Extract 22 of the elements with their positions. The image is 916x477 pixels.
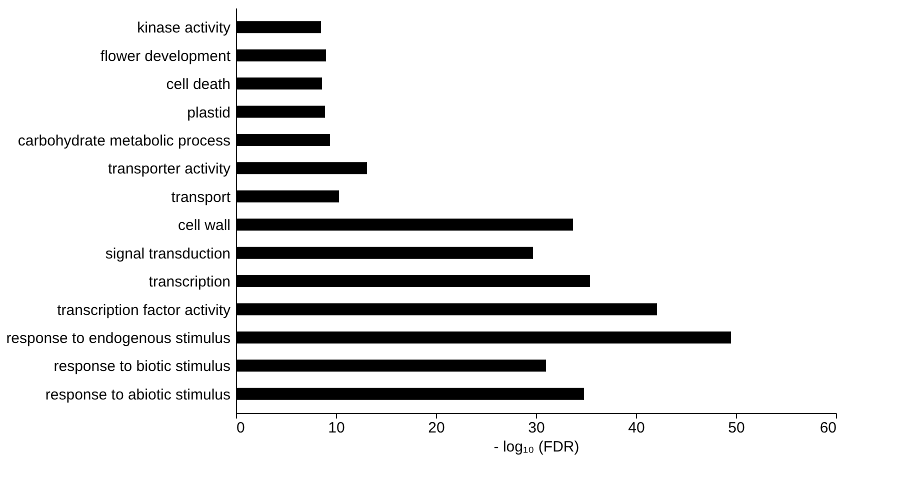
y-tick-label: transcription factor activity bbox=[57, 302, 231, 319]
y-tick-label: response to abiotic stimulus bbox=[45, 386, 230, 404]
y-tick-label: response to endogenous stimulus bbox=[6, 330, 230, 347]
x-tick-label: 10 bbox=[328, 420, 345, 436]
x-tick-label: 60 bbox=[820, 420, 836, 436]
x-tick-label: 30 bbox=[528, 420, 545, 436]
x-tick-label: 0 bbox=[236, 420, 245, 436]
x-axis-title: - log₁₀ (FDR) bbox=[494, 438, 580, 456]
y-tick-label: cell wall bbox=[178, 217, 230, 234]
x-tick-label: 40 bbox=[628, 420, 645, 436]
y-tick-label: cell death bbox=[166, 76, 230, 94]
y-tick-label: response to biotic stimulus bbox=[54, 358, 230, 376]
y-tick-label: transport bbox=[171, 188, 232, 206]
x-tick-label: 20 bbox=[428, 420, 445, 436]
y-tick-label: signal transduction bbox=[105, 245, 230, 262]
y-tick-label: plastid bbox=[187, 104, 230, 122]
y-tick-label: transporter activity bbox=[108, 160, 231, 178]
y-tick-label: kinase activity bbox=[137, 20, 231, 37]
x-tick-label: 50 bbox=[728, 420, 745, 436]
y-tick-label: flower development bbox=[100, 48, 232, 65]
y-tick-label: transcription bbox=[148, 274, 230, 291]
y-tick-label: carbohydrate metabolic process bbox=[18, 132, 230, 150]
